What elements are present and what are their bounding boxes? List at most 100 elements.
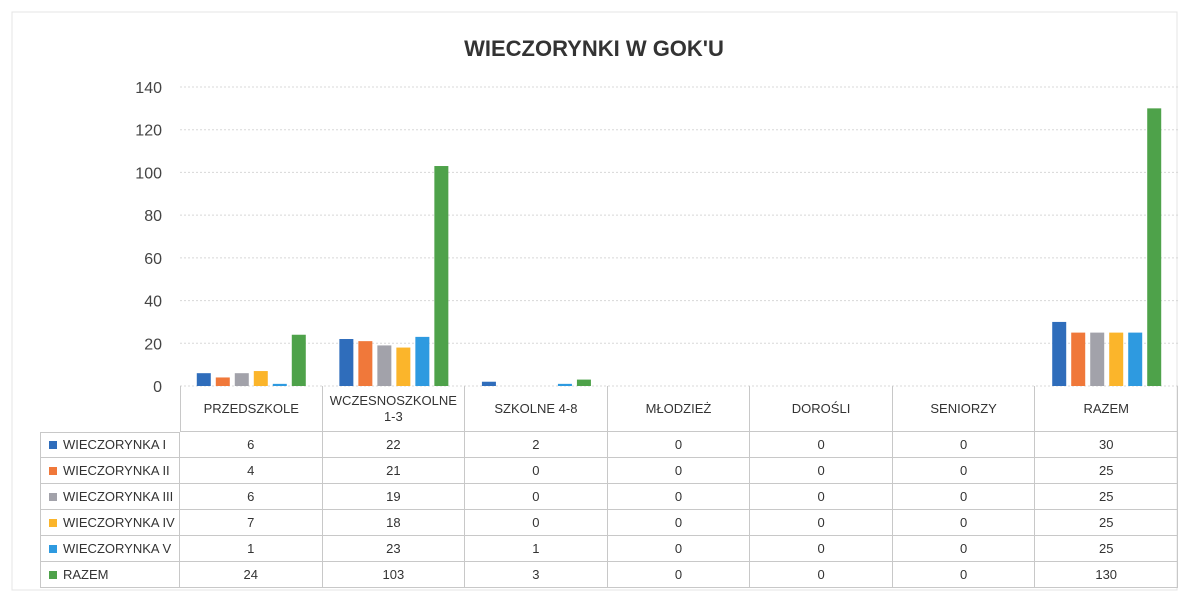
legend-key [49,466,57,475]
bar [415,336,430,386]
table-value: 0 [750,484,893,510]
table-value: 0 [892,484,1036,510]
table-value-text: 3 [532,566,540,582]
table-value-text: 0 [960,566,968,582]
table-value: 7 [180,510,323,536]
table-value: 0 [750,458,893,484]
table-value-text: 7 [247,514,255,530]
table-value: 6 [180,432,323,458]
table-value-text: 22 [386,436,401,452]
table-value: 1 [180,536,323,562]
legend-entry: WIECZORYNKA IV [40,510,180,536]
table-header-text: SZKOLNE 4-8 [494,400,578,416]
chart-title: WIECZORYNKI W GOK'U [464,36,724,61]
table-header: MŁODZIEŻ [607,386,751,432]
table-value: 0 [892,432,1036,458]
bar [196,373,211,386]
table-value: 130 [1035,562,1178,588]
table-value: 0 [750,510,893,536]
legend-key [49,518,57,527]
table-header-text: RAZEM [1083,400,1129,416]
table-value-text: 25 [1098,540,1114,556]
table-value-text: 130 [1095,566,1118,582]
table-value: 0 [607,562,751,588]
table-header: SZKOLNE 4-8 [465,386,608,432]
table-value: 0 [465,458,608,484]
table-value-text: 0 [674,566,683,582]
table-header-text: DOROŚLI [791,400,851,416]
table-value: 0 [607,484,751,510]
table-value: 25 [1035,458,1178,484]
table-value-text: 2 [532,436,540,452]
table-header: RAZEM [1035,386,1178,432]
table-value: 25 [1035,510,1178,536]
table-value: 6 [180,484,323,510]
table-value: 0 [465,484,608,510]
table-value-text: 0 [817,514,825,530]
table-value: 0 [892,458,1036,484]
y-tick-label: 140 [135,80,162,97]
legend-label: WIECZORYNKA V [63,540,172,556]
table-value-text: 0 [817,462,825,478]
table-value: 0 [750,536,893,562]
table-header-text: PRZEDSZKOLE [203,400,299,416]
y-tick-label: 20 [144,336,162,353]
y-tick-label: 60 [144,251,162,268]
table-value-text: 0 [960,514,968,530]
legend-label: WIECZORYNKA II [63,462,170,478]
legend-entry: WIECZORYNKA V [40,536,180,562]
table-header: WCZESNOSZKOLNE 1-3 [322,386,466,432]
table-value: 3 [465,562,608,588]
bar [396,347,411,386]
table-value-text: 0 [674,436,683,452]
bar [434,166,449,386]
bar [358,341,373,386]
table-value-text: 0 [817,436,825,452]
bar [234,373,249,386]
table-value-text: 25 [1098,462,1114,478]
table-value-text: 0 [960,436,968,452]
legend-key [49,441,57,449]
table-value-text: 6 [247,436,255,452]
legend-key [49,570,57,579]
table-value-text: 1 [247,540,255,556]
bar [272,383,287,386]
table-value: 0 [465,510,608,536]
table-value: 0 [607,458,751,484]
table-value: 24 [180,562,323,588]
legend-label: WIECZORYNKA IV [63,514,175,530]
table-value-text: 0 [674,540,683,556]
table-header: SENIORZY [892,386,1036,432]
table-value-text: 24 [243,566,259,582]
table-value-text: 0 [532,462,540,478]
table-value: 103 [322,562,466,588]
bar [215,377,230,386]
table-value-text: 30 [1098,436,1114,452]
table-value: 0 [750,432,893,458]
table-value: 2 [465,432,608,458]
table-value: 0 [607,536,751,562]
table-value: 0 [750,562,893,588]
table-value: 25 [1035,536,1178,562]
table-value-text: 0 [674,462,683,478]
table-value-text: 21 [386,462,401,478]
bar [1090,332,1105,386]
table-value-text: 18 [386,514,401,530]
legend-key [49,544,57,553]
table-header-text: WCZESNOSZKOLNE 1-3 [329,392,457,424]
table-value: 0 [607,510,751,536]
bar [1128,332,1143,386]
table-value-text: 0 [817,540,825,556]
table-value-text: 23 [386,540,401,556]
bar [253,371,268,386]
y-tick-label: 40 [144,294,162,311]
bar [1052,321,1067,386]
table-value-text: 0 [817,566,825,582]
legend-key [49,492,57,501]
bar [481,381,496,386]
table-value-text: 0 [532,514,540,530]
bar [377,345,392,386]
table-value-text: 25 [1098,514,1114,530]
legend-entry: WIECZORYNKA I [40,432,180,458]
bar [1071,332,1086,386]
